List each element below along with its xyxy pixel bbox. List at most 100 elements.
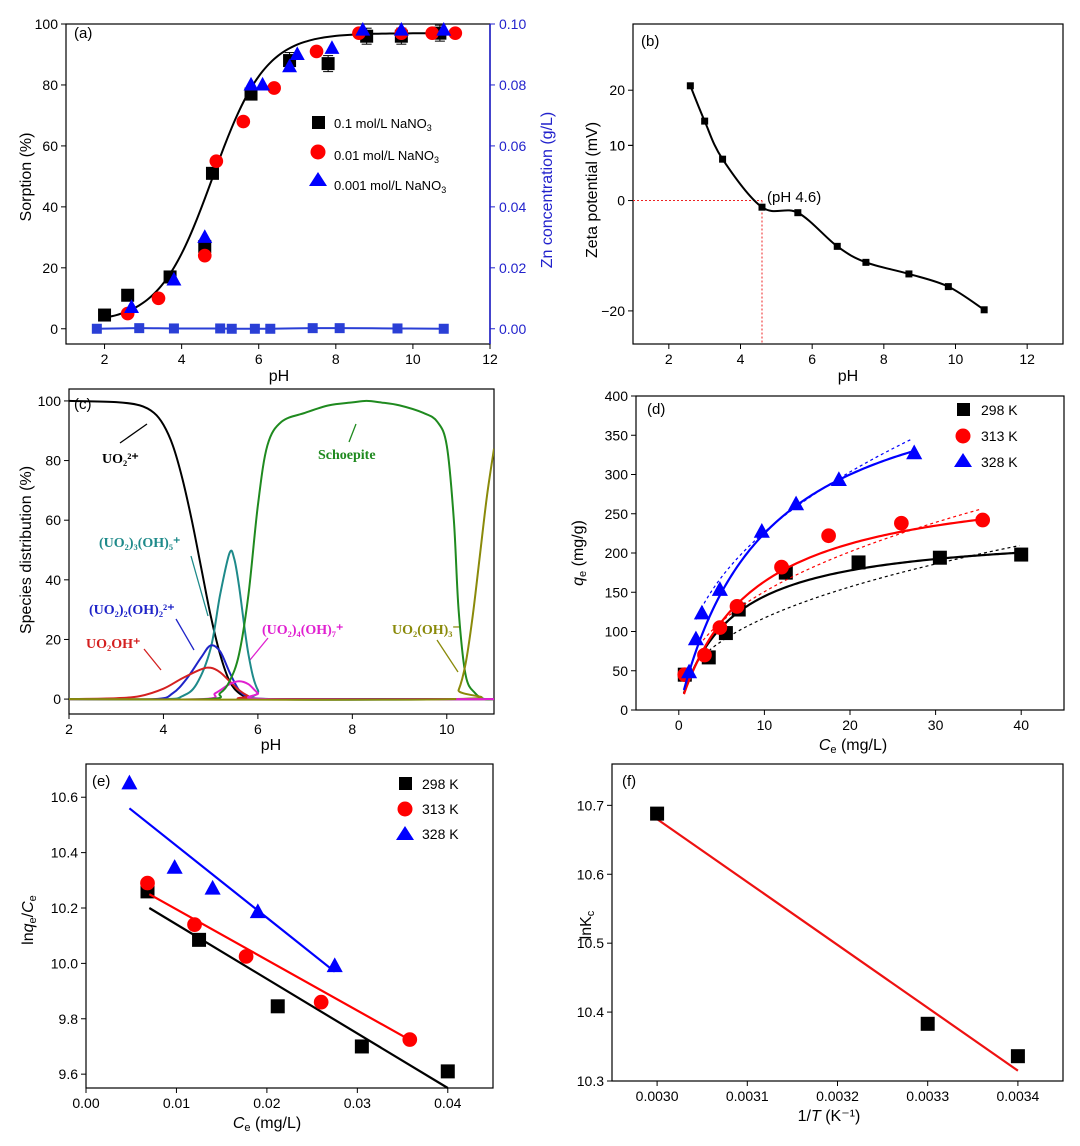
zn-marker (265, 323, 276, 334)
zn-marker (307, 323, 318, 334)
x-tick-label: 0.0034 (996, 1088, 1039, 1104)
data-point-triangle (681, 663, 698, 679)
legend-entry-313: 313 K (981, 428, 1018, 444)
panel-b-label: (b) (641, 33, 659, 50)
plot-frame (85, 763, 494, 1089)
data-point-triangle (255, 76, 271, 91)
data-point-triangle (687, 630, 704, 646)
zn-marker (438, 323, 449, 334)
data-point-triangle (753, 523, 770, 538)
x-tick-label: 2 (101, 351, 109, 367)
data-point-circle (821, 528, 836, 544)
x-tick-label: 40 (1013, 717, 1029, 733)
panel-e-ylabel: lnqe/Ce (20, 895, 39, 945)
panel-c-xlabel: pH (261, 737, 281, 754)
x-tick-label: 0.0033 (906, 1088, 949, 1104)
y-tick-label: 10.4 (577, 1004, 604, 1020)
x-tick-label: 0.01 (163, 1095, 190, 1111)
species-label-uo2-oh-3: UO₂(OH)₃⁻ (392, 623, 460, 638)
y-tick-label: −20 (601, 303, 625, 319)
x-tick-label: 4 (178, 351, 186, 367)
x-tick-label: 12 (482, 351, 498, 367)
x-tick-label: 6 (808, 351, 816, 367)
x-tick-label: 0.03 (344, 1095, 371, 1111)
y-tick-label: 10.6 (51, 789, 78, 805)
y-tick-label: 0 (620, 702, 628, 718)
y-tick-label: 100 (605, 624, 629, 640)
data-point-circle (267, 81, 281, 95)
data-point-triangle (166, 271, 182, 286)
species-arrows (119, 423, 459, 673)
panel-a-legend: 0.1 mol/L NaNO3 0.01 mol/L NaNO3 0.001 m… (309, 116, 446, 195)
x-tick-label: 8 (880, 351, 888, 367)
zn-marker (392, 323, 403, 334)
data-point-triangle (166, 859, 183, 874)
panel-c: (c) pH Species distribution (%) UO₂²⁺ Sc… (18, 388, 495, 754)
y2-tick-label: 0.10 (499, 16, 526, 32)
y-tick-label: 20 (42, 260, 58, 276)
arrow-uo2oh (143, 648, 162, 671)
species-line (69, 549, 494, 701)
data-point-triangle (830, 471, 847, 486)
y-tick-label: 200 (605, 545, 629, 561)
x-tick-label: 4 (160, 721, 168, 737)
y-tick-label: 400 (605, 388, 629, 404)
data-point-square (121, 288, 135, 302)
legend-entry-328: 328 K (981, 454, 1018, 470)
data-point-triangle (243, 76, 259, 91)
y-tick-label: 100 (38, 393, 62, 409)
zn-marker (249, 323, 260, 334)
data-point-triangle (249, 903, 266, 919)
panel-b-ylabel: Zeta potential (mV) (584, 122, 601, 258)
species-label-uo2-4-oh-7: (UO₂)₄(OH)₇⁺ (262, 623, 343, 638)
panel-d: (d) Ce (mg/L) qe (mg/g) 298 K 313 K 328 … (570, 388, 1065, 756)
legend-entry-298: 298 K (981, 402, 1018, 418)
zn-marker (134, 323, 145, 334)
panel-d-xlabel: Ce (mg/L) (819, 737, 887, 756)
species-label-uo2-3-oh-5: (UO₂)₃(OH)₅⁺ (99, 536, 180, 551)
legend-square-marker (312, 116, 325, 129)
linear-fit (128, 807, 336, 973)
linear-fit (656, 818, 1019, 1072)
zeta-marker (701, 117, 709, 125)
panel-a-y2label: Zn concentration (g/L) (539, 112, 556, 269)
legend-entry-0-1: 0.1 mol/L NaNO3 (334, 116, 432, 133)
langmuir-fit (682, 518, 982, 695)
y-tick-label: 20 (45, 631, 61, 647)
panel-a: (a) pH Sorption (%) Zn concentration (g/… (18, 16, 556, 385)
x-tick-label: 10 (757, 717, 773, 733)
zn-marker (334, 323, 345, 334)
data-point-triangle (124, 299, 140, 313)
legend-square-marker (957, 403, 970, 416)
plot-frame (611, 763, 1064, 1082)
data-point-circle (209, 154, 224, 168)
x-tick-label: 2 (665, 351, 673, 367)
data-point-circle (238, 949, 254, 964)
data-point-square (192, 932, 207, 947)
data-point-circle (729, 599, 745, 614)
y-tick-label: 10.2 (51, 900, 78, 916)
data-point-triangle (788, 495, 805, 511)
data-point-circle (894, 515, 909, 531)
zeta-marker (719, 155, 727, 163)
panel-f-xlabel: 1/T (K⁻¹) (798, 1108, 861, 1125)
data-point-square (98, 308, 112, 322)
langmuir-fit (682, 551, 1021, 694)
x-tick-label: 8 (332, 351, 340, 367)
data-point-circle (712, 620, 728, 635)
y2-tick-label: 0.02 (499, 260, 526, 276)
zn-marker (91, 323, 102, 334)
y-tick-label: 9.8 (59, 1011, 79, 1027)
sigmoid-fit-line (104, 32, 456, 319)
data-point-square (270, 999, 285, 1014)
x-tick-label: 20 (842, 717, 858, 733)
y-tick-label: 10.0 (51, 955, 78, 971)
x-tick-label: 0.0032 (816, 1088, 859, 1104)
species-label-schoepite: Schoepite (318, 448, 376, 463)
data-point-circle (313, 994, 329, 1010)
legend-triangle-marker (309, 172, 327, 186)
freundlich-fit (695, 545, 1020, 664)
data-point-square (440, 1064, 455, 1079)
panel-e-xlabel: Ce (mg/L) (233, 1115, 301, 1134)
y-tick-label: 250 (605, 506, 629, 522)
